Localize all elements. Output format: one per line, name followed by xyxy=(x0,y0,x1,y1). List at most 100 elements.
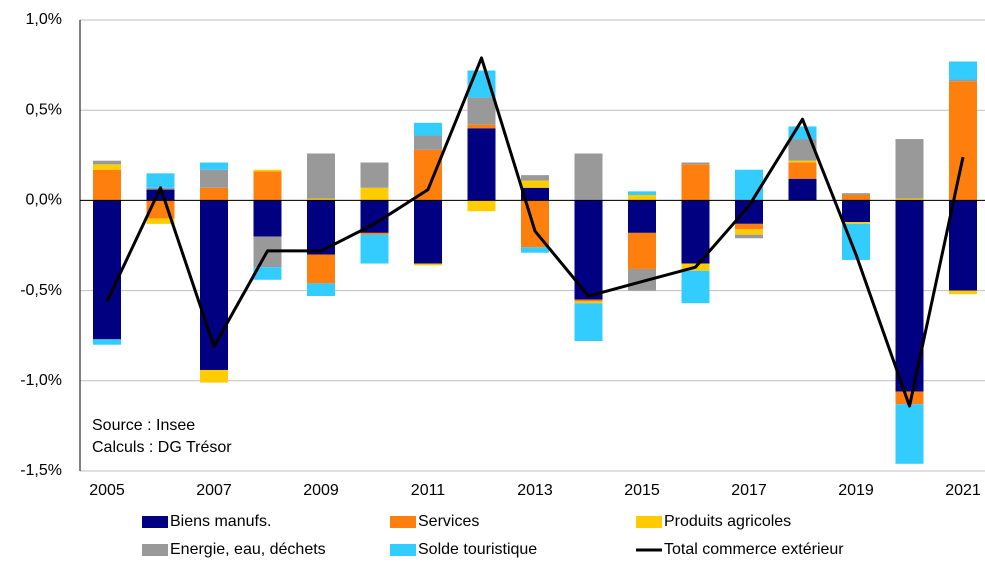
legend-swatch xyxy=(636,516,662,528)
legend-swatch xyxy=(390,544,416,556)
bar-segment xyxy=(949,81,977,201)
bar-segment xyxy=(360,187,389,201)
bar-segment xyxy=(200,162,228,170)
bar-segment xyxy=(574,299,603,302)
bar-segment xyxy=(307,153,335,199)
source-note: Source : Insee xyxy=(92,417,195,434)
bar-segment xyxy=(681,162,710,165)
bar-segment xyxy=(735,223,763,230)
bar-segment xyxy=(307,283,335,297)
bar-segment xyxy=(949,290,977,295)
bar-segment xyxy=(93,160,121,165)
x-tick-label: 2017 xyxy=(731,482,767,499)
bar-segment xyxy=(788,139,817,161)
bar-segment xyxy=(93,169,121,201)
bar-segment xyxy=(414,122,442,136)
bar-segment xyxy=(360,234,389,264)
y-tick-label: 0,5% xyxy=(26,101,62,118)
bar-segment xyxy=(574,301,603,304)
bar-segment xyxy=(735,169,763,201)
bar-segment xyxy=(521,187,549,201)
bar-segment xyxy=(895,139,924,199)
bar-segment xyxy=(414,200,442,264)
x-tick-label: 2007 xyxy=(196,482,232,499)
bar-segment xyxy=(681,200,710,264)
bar-segment xyxy=(735,234,763,239)
bar-segment xyxy=(842,222,870,224)
bar-segment xyxy=(467,128,496,201)
bar-segment xyxy=(467,200,496,212)
bar-segment xyxy=(414,263,442,266)
bar-segment xyxy=(521,180,549,188)
y-tick-label: -0,5% xyxy=(20,282,62,299)
bar-segment xyxy=(949,79,977,82)
bar-segment xyxy=(681,164,710,201)
x-tick-label: 2009 xyxy=(303,482,339,499)
bar-segment xyxy=(307,254,335,284)
bar-segment xyxy=(253,200,282,237)
bar-segment xyxy=(414,149,442,201)
y-tick-label: -1,0% xyxy=(20,372,62,389)
bar-segment xyxy=(949,61,977,80)
legend-swatch xyxy=(142,516,168,528)
bar-segment xyxy=(735,229,763,235)
legend-label: Produits agricoles xyxy=(664,513,791,530)
source-note: Calculs : DG Trésor xyxy=(92,439,232,456)
bar-segment xyxy=(467,97,496,125)
y-tick-label: 1,0% xyxy=(26,11,62,28)
bar-segment xyxy=(574,153,603,201)
bar-segment xyxy=(788,160,817,163)
bar-segment xyxy=(949,200,977,291)
legend-label: Services xyxy=(418,513,479,530)
x-tick-label: 2011 xyxy=(411,482,446,499)
bar-segment xyxy=(628,191,656,195)
bar-segment xyxy=(93,200,121,340)
bar-segment xyxy=(200,200,228,370)
bar-segment xyxy=(842,193,870,195)
y-tick-label: -1,5% xyxy=(20,462,62,479)
bar-segment xyxy=(895,404,924,464)
legend-swatch xyxy=(142,544,168,556)
legend-label: Total commerce extérieur xyxy=(664,541,844,558)
legend-swatch xyxy=(390,516,416,528)
bar-segment xyxy=(146,173,175,188)
bar-segment xyxy=(895,391,924,405)
bar-segment xyxy=(521,200,549,248)
bar-segment xyxy=(628,200,656,233)
x-tick-label: 2005 xyxy=(89,482,125,499)
bar-segment xyxy=(735,200,763,224)
bar-segment xyxy=(574,303,603,342)
bar-segment xyxy=(414,135,442,150)
legend-label: Biens manufs. xyxy=(170,513,271,530)
x-tick-label: 2013 xyxy=(517,482,553,499)
bar-segment xyxy=(842,194,870,201)
bar-segment xyxy=(628,194,656,201)
x-tick-label: 2021 xyxy=(945,482,981,499)
bar-segment xyxy=(842,200,870,223)
x-tick-label: 2019 xyxy=(838,482,874,499)
bar-segment xyxy=(788,178,817,201)
bar-segment xyxy=(200,369,228,383)
bar-segment xyxy=(146,218,175,224)
bar-segment xyxy=(521,247,549,253)
bar-segment xyxy=(628,268,656,291)
total-line xyxy=(105,56,965,408)
legend-label: Solde touristique xyxy=(418,541,537,558)
bar-segment xyxy=(93,164,121,170)
bar-segment xyxy=(360,232,389,235)
bar-segment xyxy=(681,270,710,304)
bar-segment xyxy=(253,267,282,280)
bar-segment xyxy=(307,198,335,201)
legend-label: Energie, eau, déchets xyxy=(170,541,326,558)
x-tick-label: 2015 xyxy=(624,482,660,499)
bar-segment xyxy=(253,171,282,201)
bar-segment xyxy=(93,339,121,345)
bar-segment xyxy=(628,232,656,269)
bar-segment xyxy=(521,175,549,181)
bar-segment xyxy=(360,162,389,188)
bar-segment xyxy=(895,198,924,201)
bar-segment xyxy=(146,189,175,201)
bar-segment xyxy=(200,169,228,188)
bar-segment xyxy=(253,169,282,172)
